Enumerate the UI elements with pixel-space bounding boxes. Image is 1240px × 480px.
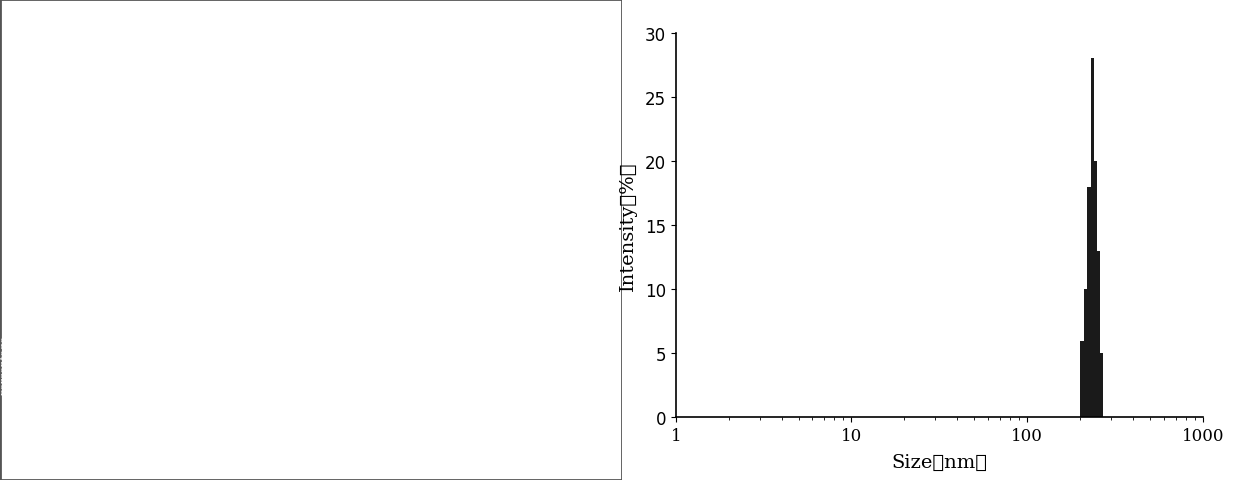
Ellipse shape — [477, 31, 494, 36]
Bar — [1094, 162, 1097, 418]
Ellipse shape — [267, 137, 281, 151]
Ellipse shape — [552, 327, 554, 329]
Ellipse shape — [368, 295, 379, 300]
Bar — [234, 356, 274, 446]
Ellipse shape — [72, 92, 76, 94]
Ellipse shape — [317, 104, 331, 117]
Y-axis label: percentage: percentage — [0, 335, 9, 395]
Ellipse shape — [288, 227, 298, 234]
Bar — [86, 418, 125, 446]
Bar — [1080, 341, 1084, 418]
X-axis label: Size（nm）: Size（nm） — [892, 453, 987, 470]
Ellipse shape — [494, 63, 502, 72]
Ellipse shape — [386, 204, 398, 209]
Ellipse shape — [310, 312, 314, 314]
Y-axis label: Intensity（%）: Intensity（%） — [619, 161, 636, 290]
Bar — [135, 356, 175, 446]
Text: 200 nm: 200 nm — [417, 405, 492, 422]
Bar — [1100, 354, 1102, 418]
Ellipse shape — [326, 263, 335, 265]
Ellipse shape — [435, 30, 438, 32]
Ellipse shape — [98, 214, 114, 228]
Ellipse shape — [143, 200, 156, 204]
Ellipse shape — [159, 227, 177, 234]
Ellipse shape — [366, 179, 381, 186]
Ellipse shape — [506, 39, 515, 47]
Ellipse shape — [414, 83, 433, 90]
Ellipse shape — [466, 72, 480, 82]
Ellipse shape — [243, 314, 246, 316]
Bar — [36, 439, 76, 446]
Bar — [1097, 251, 1100, 418]
Ellipse shape — [281, 286, 291, 290]
Ellipse shape — [205, 156, 219, 161]
Bar — [1091, 59, 1094, 418]
Ellipse shape — [539, 268, 542, 271]
Ellipse shape — [122, 230, 140, 250]
Ellipse shape — [562, 263, 564, 265]
X-axis label: Size（nm）: Size（nm） — [129, 467, 181, 476]
Bar — [185, 309, 224, 446]
Bar — [1084, 289, 1087, 418]
Bar — [1087, 187, 1091, 418]
Ellipse shape — [310, 123, 312, 125]
